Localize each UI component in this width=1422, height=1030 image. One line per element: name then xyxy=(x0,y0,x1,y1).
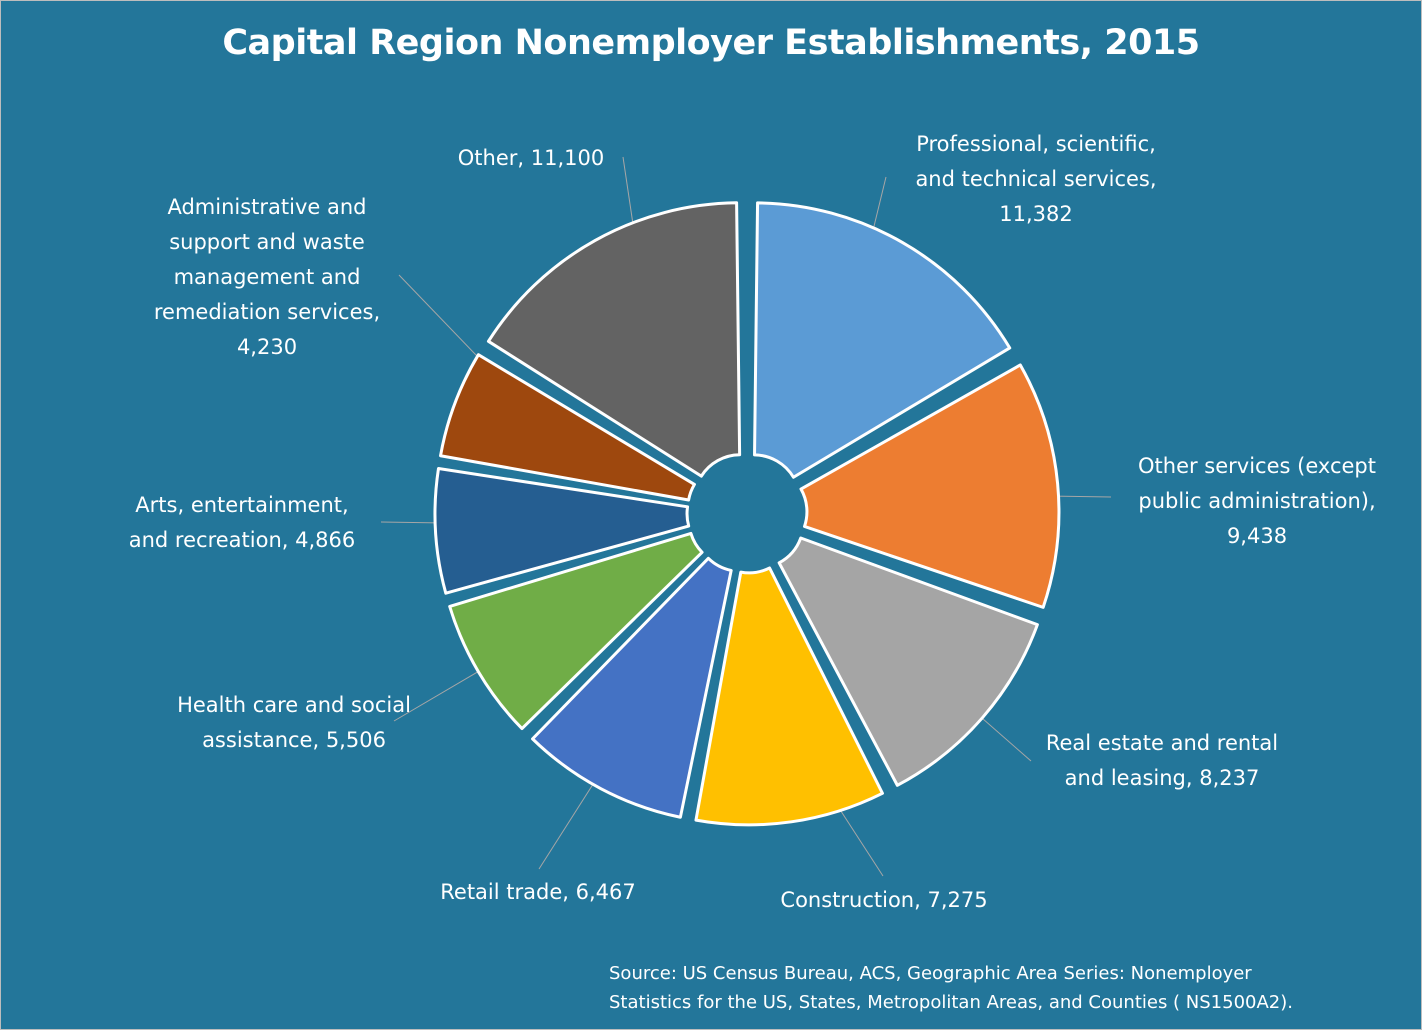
pie-slice xyxy=(694,566,884,827)
pie-slice xyxy=(777,536,1039,787)
pie-slice xyxy=(799,363,1061,609)
slice-label: Professional, scientific, and technical … xyxy=(915,132,1157,226)
pie-slice xyxy=(531,556,733,819)
pie-slices xyxy=(433,201,1061,827)
chart-title: Capital Region Nonemployer Establishment… xyxy=(222,23,1200,63)
pie-slice xyxy=(753,201,1012,479)
slice-label: Retail trade, 6,467 xyxy=(440,880,636,904)
source-note: Source: US Census Bureau, ACS, Geographi… xyxy=(609,963,1293,1013)
pie-slice xyxy=(439,353,696,502)
slice-label: Administrative and support and waste man… xyxy=(153,195,381,359)
slice-label: Real estate and rental and leasing, 8,23… xyxy=(1045,731,1279,790)
slice-label: Other, 11,100 xyxy=(457,146,605,170)
slice-label: Construction, 7,275 xyxy=(780,888,988,912)
slice-label: Health care and social assistance, 5,506 xyxy=(177,693,411,752)
slice-label: Other services (except public administra… xyxy=(1138,454,1376,548)
slice-label: Arts, entertainment, and recreation, 4,8… xyxy=(128,493,356,552)
pie-slice xyxy=(433,467,691,595)
pie-slice xyxy=(486,201,742,478)
pie-slice xyxy=(448,531,704,731)
